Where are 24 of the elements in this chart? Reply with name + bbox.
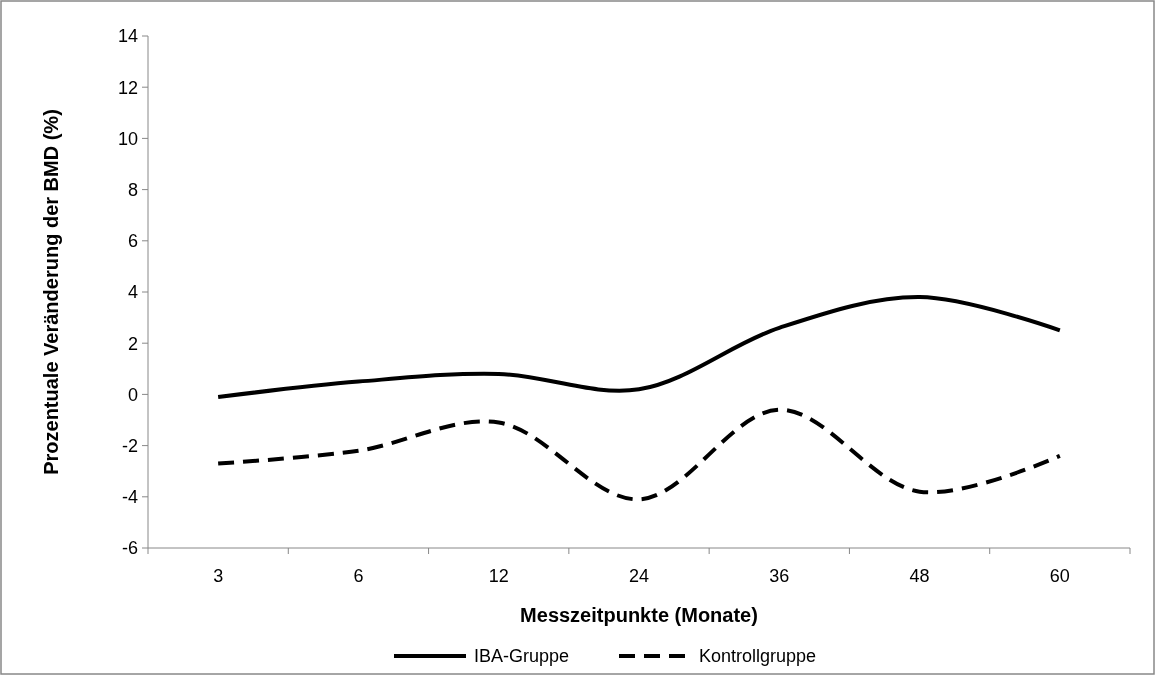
line-series bbox=[216, 295, 1062, 399]
y-tick-label: 6 bbox=[127, 231, 138, 252]
x-tick-label: 24 bbox=[628, 566, 650, 586]
x-tick-label: 48 bbox=[909, 566, 930, 586]
y-axis-title: Prozentuale Veränderung der BMD (%) bbox=[40, 109, 62, 475]
y-tick-label: 0 bbox=[127, 384, 138, 405]
y-tick-label: 2 bbox=[127, 333, 138, 354]
y-tick-label: 14 bbox=[117, 26, 138, 47]
y-tick-label: 10 bbox=[117, 128, 138, 149]
x-tick-label: 3 bbox=[213, 566, 224, 586]
x-axis-title: Messzeitpunkte (Monate) bbox=[520, 604, 758, 626]
x-tick-label: 12 bbox=[488, 566, 509, 586]
y-tick-label: 8 bbox=[127, 179, 138, 200]
legend-label: Kontrollgruppe bbox=[699, 646, 817, 666]
x-tick-label: 36 bbox=[769, 566, 790, 586]
legend-label: IBA-Gruppe bbox=[474, 646, 570, 666]
line-series bbox=[216, 407, 1062, 502]
y-tick-label: -2 bbox=[121, 435, 138, 456]
x-tick-label: 60 bbox=[1049, 566, 1070, 586]
y-tick-label: 4 bbox=[127, 282, 138, 303]
y-tick-label: 12 bbox=[117, 77, 138, 98]
y-tick-label: -4 bbox=[121, 487, 138, 508]
y-tick-label: -6 bbox=[121, 538, 138, 559]
x-tick-label: 6 bbox=[353, 566, 364, 586]
